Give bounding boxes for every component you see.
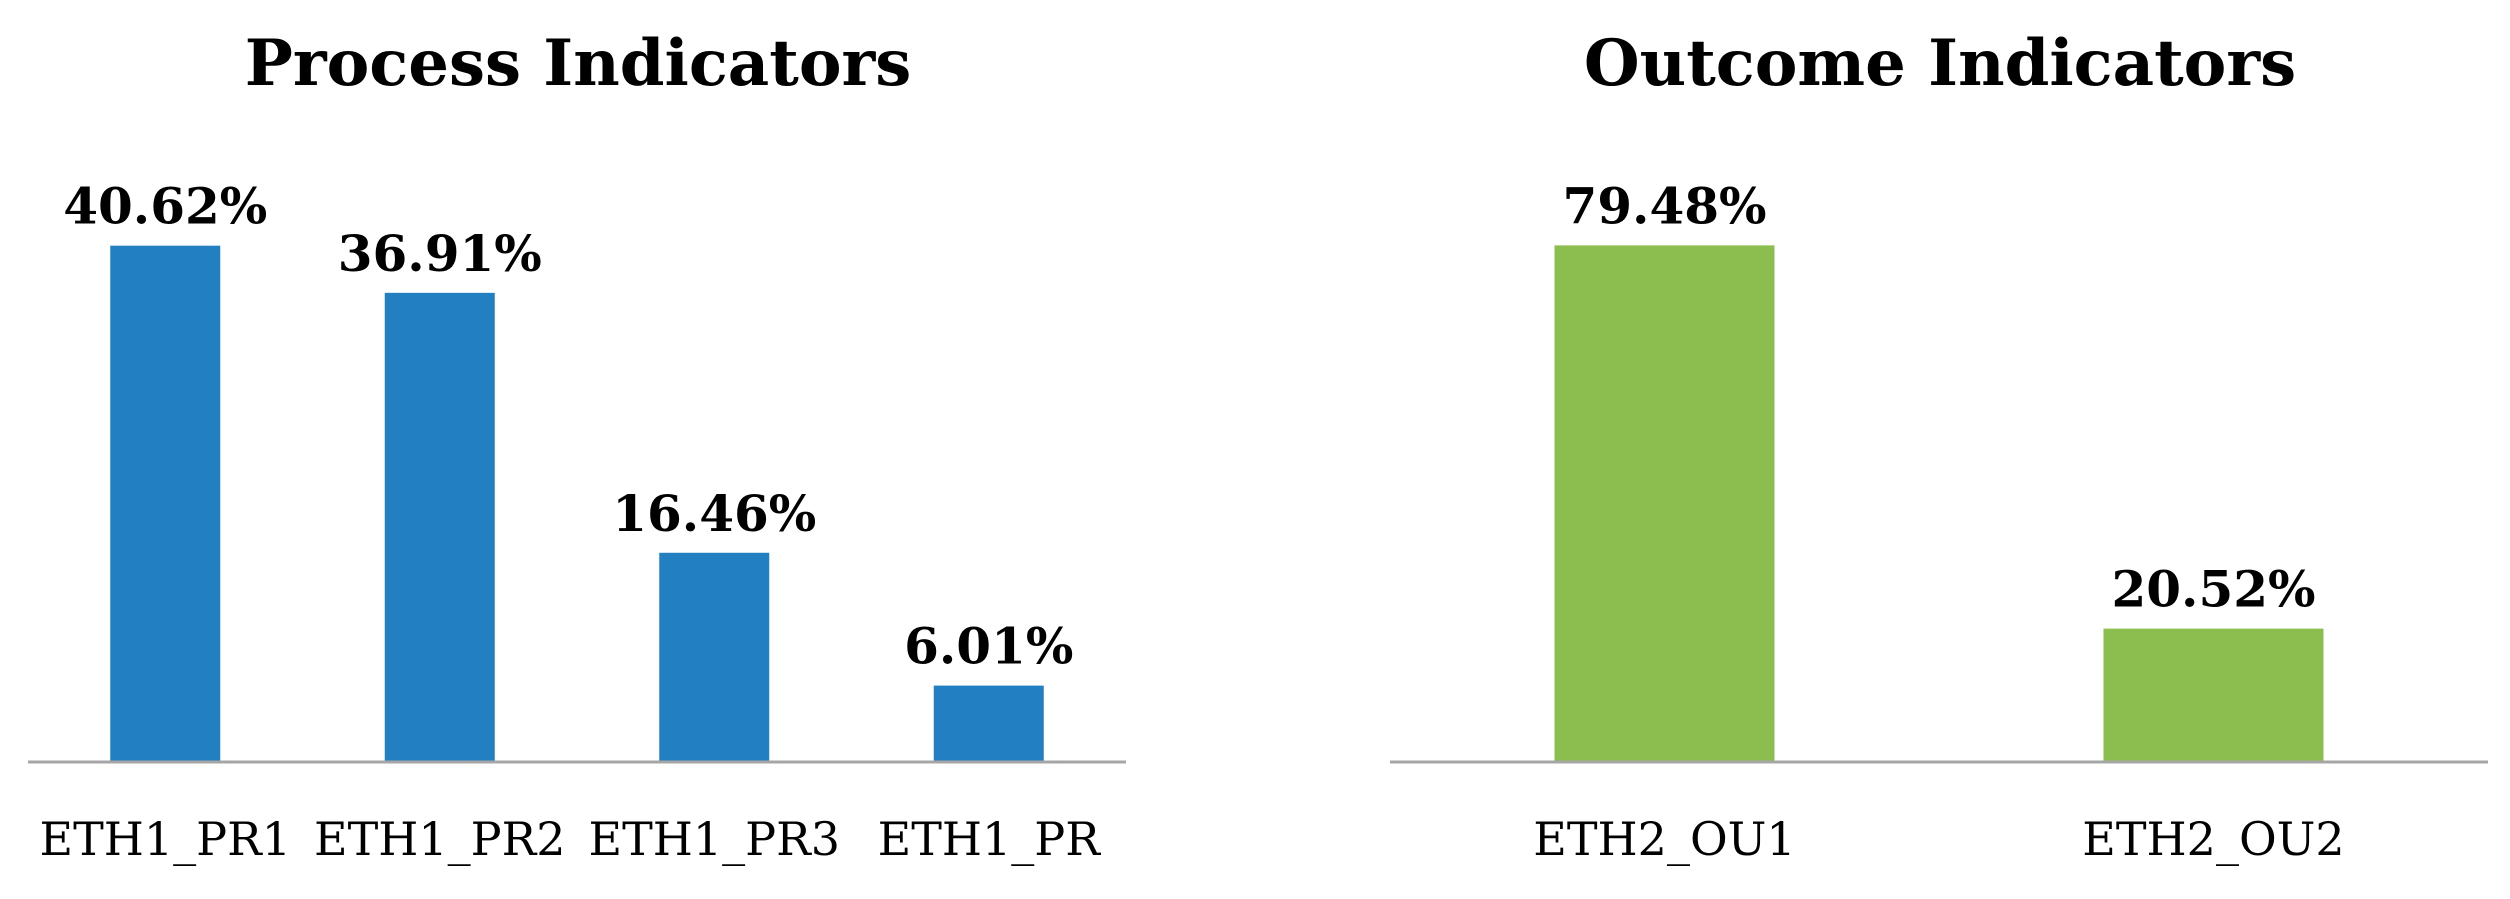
outcome-tick-label-2: ETH2_OU2 [2082,812,2344,866]
process-tick-label-4: ETH1_PR [878,812,1102,866]
outcome-bar-1 [1554,245,1775,762]
process-data-label-3: 16.46% [612,484,816,543]
outcome-bar-2 [2103,628,2324,762]
process-bar-1 [110,245,221,762]
outcome-chart-title: Outcome Indicators [1584,26,2296,101]
process-data-label-2: 36.91% [338,224,542,283]
process-tick-label-3: ETH1_PR3 [589,812,841,866]
process-chart-title: Process Indicators [245,26,912,101]
process-data-label-4: 6.01% [904,617,1073,676]
process-data-label-1: 40.62% [63,177,267,236]
process-bar-3 [659,552,770,762]
outcome-indicators-chart: Outcome Indicators 79.48% ETH2_OU1 20.52% ET… [1390,26,2488,866]
process-bar-2 [384,292,495,762]
process-tick-label-2: ETH1_PR2 [314,812,566,866]
outcome-tick-label-1: ETH2_OU1 [1533,812,1795,866]
process-bar-4 [933,685,1044,762]
outcome-data-label-1: 79.48% [1562,176,1766,235]
process-indicators-chart: Process Indicators 40.62% ETH1_PR1 36.91% ET… [28,26,1126,866]
process-tick-label-1: ETH1_PR1 [40,812,292,866]
outcome-data-label-2: 20.52% [2111,560,2315,619]
